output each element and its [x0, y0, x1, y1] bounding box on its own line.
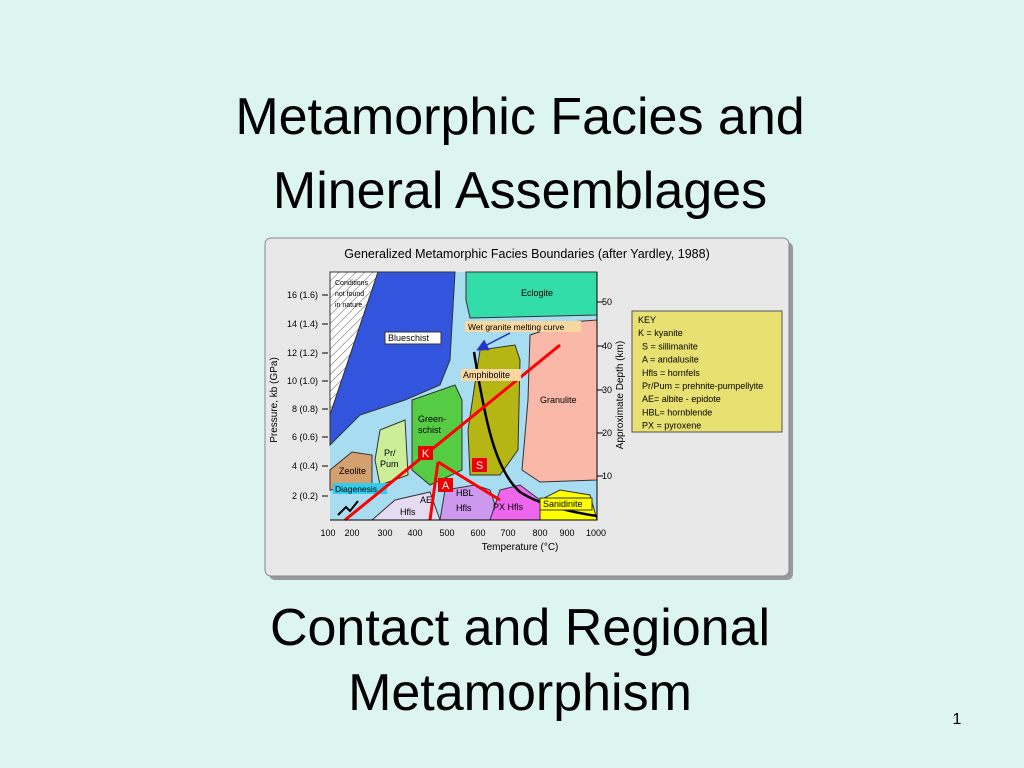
- depth-axis-label: Approximate Depth (km): [615, 341, 626, 449]
- x-tick-label: 900: [559, 528, 574, 538]
- key-line: A = andalusite: [642, 355, 699, 365]
- y-tick-label: 6 (0.6): [292, 432, 318, 442]
- label-box: [384, 331, 442, 345]
- diagenesis-box: [333, 483, 387, 494]
- y-tick-label: 2 (0.2): [292, 491, 318, 501]
- diagenesis-mark: [337, 500, 359, 516]
- y-tick-label: 4 (0.4): [292, 461, 318, 471]
- y-axis-label: Pressure, kb (GPa): [269, 357, 280, 443]
- melting-curve: [472, 351, 598, 518]
- region: [329, 271, 456, 447]
- region-label: Diagenesis: [335, 484, 377, 494]
- page-number: 1: [953, 711, 962, 728]
- region-label: Hfls: [456, 503, 472, 513]
- mineral-box: [438, 478, 453, 492]
- key-line: AE= albite - epidote: [642, 394, 721, 404]
- y-tick-label: 8 (0.8): [292, 404, 318, 414]
- triple-point-line: [344, 343, 561, 522]
- mineral-label: S: [476, 460, 483, 472]
- key-line: Hfls = hornfels: [642, 368, 700, 378]
- x-tick-label: 600: [470, 528, 485, 538]
- region-label: Amphibolite: [463, 370, 510, 380]
- mineral-label: A: [442, 480, 450, 492]
- region-label: HBL: [456, 488, 474, 498]
- y-tick-label: 12 (1.2): [287, 348, 318, 358]
- key-line: S = sillimanite: [642, 341, 698, 351]
- arrow: [476, 332, 511, 351]
- depth-tick-label: 50: [602, 297, 612, 307]
- curve-label-box: [465, 321, 581, 332]
- region-label: Pr/: [384, 448, 396, 458]
- region: [465, 271, 598, 319]
- region-label: AE: [420, 495, 432, 505]
- x-tick-label: 200: [344, 528, 359, 538]
- region-label: Blueschist: [388, 333, 430, 343]
- key-line: Pr/Pum = prehnite-pumpellyite: [642, 381, 763, 391]
- depth-tick-label: 20: [602, 428, 612, 438]
- region-label: Granulite: [540, 395, 577, 405]
- region-label: Wet granite melting curve: [468, 322, 564, 332]
- region-label: Sanidinite: [543, 499, 583, 509]
- label-box: [539, 497, 593, 511]
- x-axis-label: Temperature (°C): [482, 542, 559, 553]
- x-tick-label: 700: [500, 528, 515, 538]
- region-label: Zeolite: [339, 466, 366, 476]
- key-line: PX = pyroxene: [642, 421, 701, 431]
- region-label: Conditions: [335, 280, 369, 287]
- title: Mineral Assemblages: [273, 162, 767, 220]
- mineral-box: [418, 446, 433, 460]
- title: Metamorphic Facies and: [235, 88, 804, 146]
- depth-tick-label: 10: [602, 471, 612, 481]
- y-tick-label: 16 (1.6): [287, 290, 318, 300]
- y-tick-label: 10 (1.0): [287, 376, 318, 386]
- depth-tick-label: 40: [602, 341, 612, 351]
- mineral-box: [472, 458, 487, 472]
- key-box: [631, 310, 783, 433]
- x-tick-label: 500: [439, 528, 454, 538]
- region-label: not found: [335, 291, 364, 298]
- region-label: Pum: [380, 459, 399, 469]
- region: [329, 451, 373, 491]
- x-tick-label: 300: [377, 528, 392, 538]
- mineral-label: K: [422, 448, 430, 460]
- subtitle: Metamorphism: [348, 664, 692, 722]
- x-tick-label: 800: [532, 528, 547, 538]
- region-label: schist: [418, 425, 442, 435]
- x-tick-label: 1000: [586, 528, 606, 538]
- depth-tick-label: 30: [602, 385, 612, 395]
- x-tick-label: 100: [320, 528, 335, 538]
- region-label: Eclogite: [521, 288, 553, 298]
- region-label: Green-: [418, 414, 446, 424]
- key-line: HBL= hornblende: [642, 407, 712, 417]
- label-box: [461, 369, 521, 381]
- region-label: in nature: [335, 302, 362, 309]
- figure-title: Generalized Metamorphic Facies Boundarie…: [344, 247, 709, 261]
- triple-point-line: [428, 461, 440, 521]
- key-line: KEY: [638, 315, 656, 325]
- region-label: PX Hfls: [493, 502, 524, 512]
- x-tick-label: 400: [407, 528, 422, 538]
- key-line: K = kyanite: [638, 328, 683, 338]
- triple-point-line: [437, 460, 501, 502]
- region-label: Hfls: [400, 507, 416, 517]
- subtitle: Contact and Regional: [270, 599, 770, 657]
- plot: [329, 271, 598, 522]
- y-tick-label: 14 (1.4): [287, 319, 318, 329]
